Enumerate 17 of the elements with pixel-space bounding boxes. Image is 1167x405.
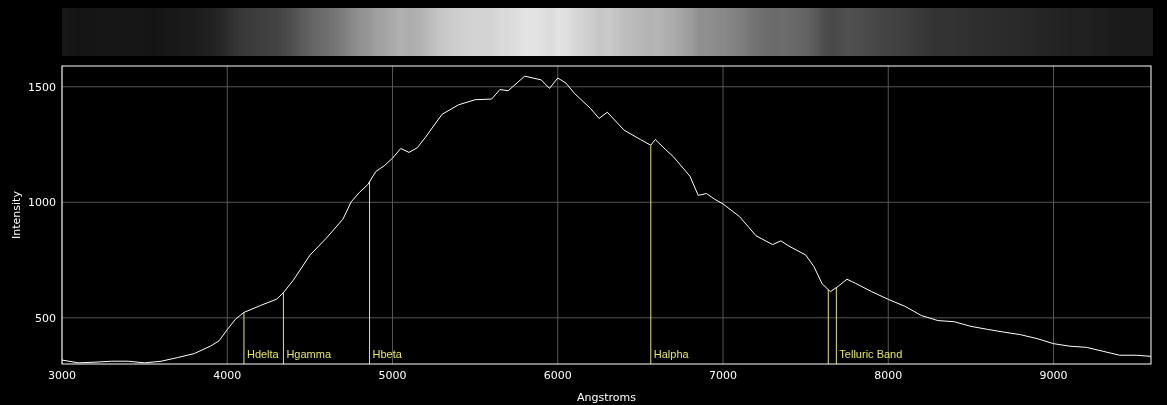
x-axis-title: Angstroms — [577, 391, 637, 404]
x-tick-label: 9000 — [1039, 369, 1068, 382]
ref-line-label: Hdelta — [246, 348, 280, 360]
y-axis-title: Intensity — [10, 190, 23, 239]
x-tick-label: 8000 — [874, 369, 903, 382]
ref-line-label: Halpha — [653, 348, 690, 360]
ref-line-label: Telluric Band — [839, 348, 903, 360]
x-tick-label: 6000 — [543, 369, 572, 382]
x-tick-label: 3000 — [48, 369, 76, 382]
x-tick-label: 7000 — [709, 369, 737, 382]
y-tick-label: 1500 — [28, 80, 56, 94]
y-tick-label: 500 — [35, 311, 56, 325]
y-tick-label: 1000 — [28, 196, 56, 210]
x-tick-label: 5000 — [378, 369, 407, 382]
ref-line-label: Hgamma — [286, 348, 332, 360]
ref-line-label: Hbeta — [372, 348, 403, 360]
x-tick-label: 4000 — [213, 369, 242, 382]
